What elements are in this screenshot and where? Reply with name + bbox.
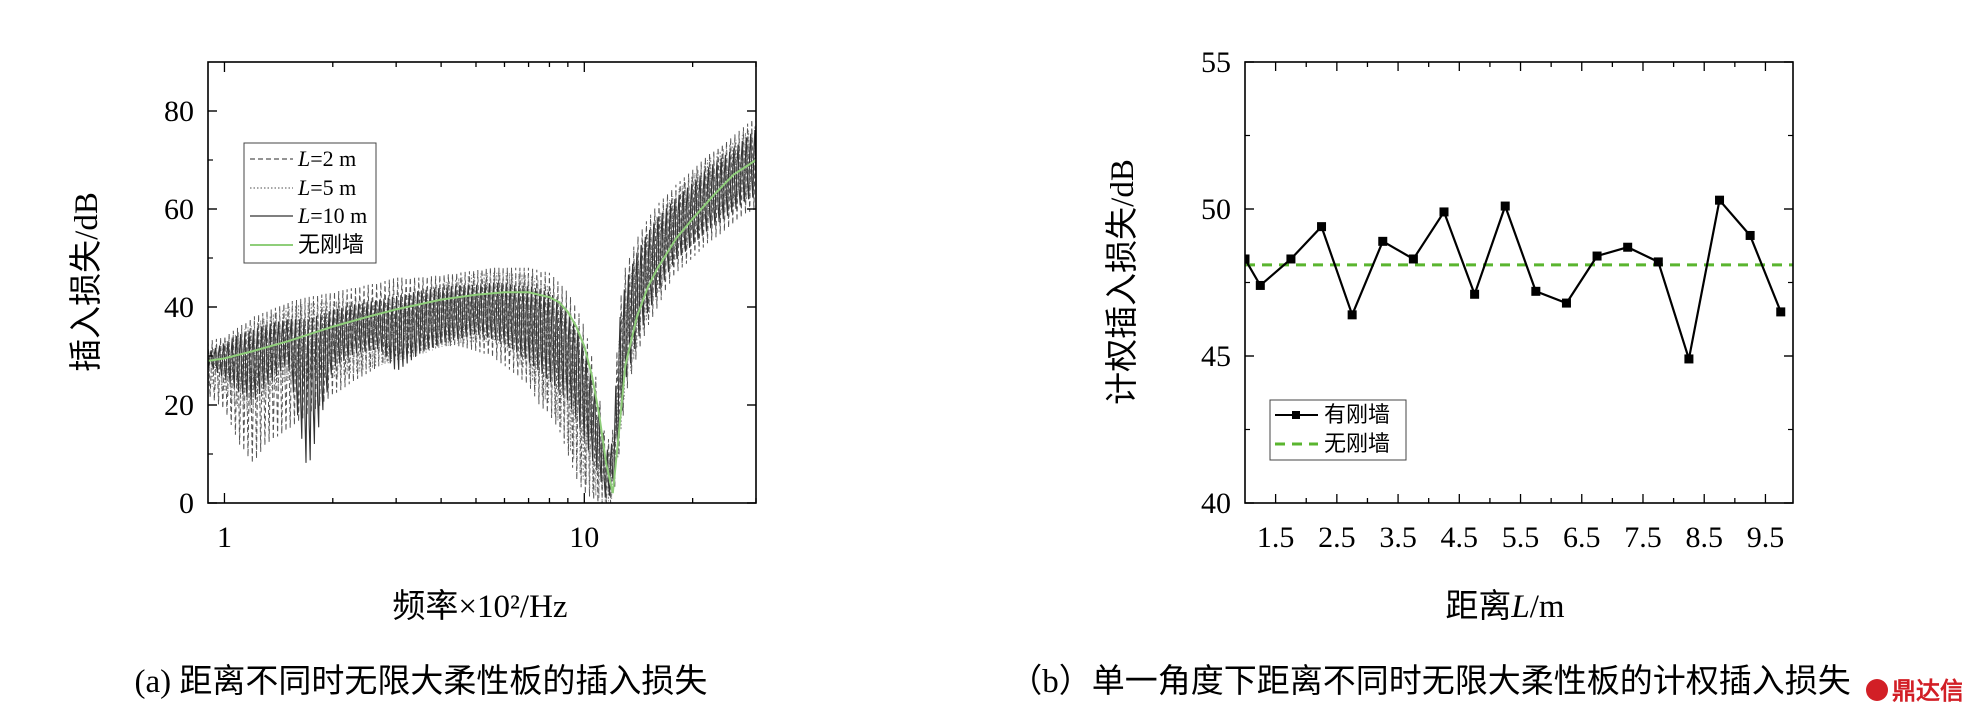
x-tick-label-b: 2.5 (1318, 521, 1356, 554)
x-tick-label-b: 5.5 (1502, 521, 1540, 554)
y-tick-label-b: 40 (1201, 487, 1231, 520)
watermark: 鼎达信 (1866, 677, 1962, 705)
data-point (1347, 310, 1357, 320)
data-point (1684, 354, 1694, 364)
data-point (1623, 242, 1633, 252)
legend-label-l10: L=10 m (297, 203, 367, 228)
data-point (1745, 230, 1755, 240)
y-tick-label-b: 45 (1201, 340, 1231, 373)
legend-label-no-wall-b: 无刚墙 (1324, 431, 1390, 456)
y-tick-label: 40 (164, 291, 194, 324)
legend-label-l2: L=2 m (297, 146, 356, 171)
x-tick-label-b: 8.5 (1685, 521, 1723, 554)
y-tick-label: 60 (164, 193, 194, 226)
y-tick-label-b: 50 (1201, 193, 1231, 226)
panel-b-caption: （b）单一角度下距离不同时无限大柔性板的计权插入损失 (1009, 663, 1851, 700)
legend-box (243, 142, 377, 264)
panel-b-legend: 有刚墙 无刚墙 (1269, 399, 1407, 461)
series-line-2 (208, 129, 756, 498)
x-tick-label-b: 3.5 (1379, 521, 1417, 554)
legend-label-no-wall: 无刚墙 (298, 232, 364, 257)
legend-label-with-wall: 有刚墙 (1324, 402, 1390, 427)
data-point (1561, 298, 1571, 308)
x-tick-label-b: 7.5 (1624, 521, 1662, 554)
panel-b-ylabel: 计权插入损失/dB (1104, 159, 1141, 405)
panel-a-ticks: 0 20 40 60 80 1 10 (164, 62, 757, 554)
x-tick-label: 10 (569, 521, 599, 554)
data-point (1317, 222, 1327, 232)
series-line-1 (208, 125, 756, 503)
legend-label-l5: L=5 m (297, 175, 356, 200)
data-point (1592, 251, 1602, 261)
y-tick-label: 80 (164, 95, 194, 128)
panel-a-frame (207, 61, 757, 504)
panel-a-legend: L=2 m L=5 m L=10 m 无刚墙 (243, 142, 377, 264)
panel-b-ticks: 40 45 50 55 1.5 2.5 3.5 4.5 5.5 6.5 7.5 8.5 9.5 (1201, 46, 1793, 554)
data-point (1776, 307, 1786, 317)
panel-a-caption: (a) 距离不同时无限大柔性板的插入损失 (135, 663, 708, 700)
panel-b-xlabel: 距离L/m (1445, 588, 1565, 625)
legend-marker-with-wall (1292, 411, 1300, 419)
panel-a-ylabel: 插入损失/dB (68, 192, 105, 372)
watermark-logo-icon (1866, 679, 1888, 701)
y-tick-label: 20 (164, 389, 194, 422)
y-tick-label-b: 55 (1201, 46, 1231, 79)
legend-box-b (1269, 399, 1407, 461)
panel-b-series (1245, 195, 1793, 364)
x-tick-label: 1 (217, 521, 232, 554)
data-point (1439, 207, 1449, 217)
x-tick-label-b: 4.5 (1441, 521, 1479, 554)
data-point (1255, 280, 1265, 290)
panel-b: 40 45 50 55 1.5 2.5 3.5 4.5 5.5 6.5 7.5 8.5 9.5 有刚墙 … (1009, 46, 1851, 700)
data-point (1245, 254, 1250, 264)
data-point (1378, 236, 1388, 246)
y-tick-label: 0 (179, 487, 194, 520)
data-point (1286, 254, 1296, 264)
x-tick-label-b: 6.5 (1563, 521, 1601, 554)
data-point (1500, 201, 1510, 211)
data-point (1653, 257, 1663, 267)
panel-a-series (208, 115, 756, 503)
x-tick-label-b: 1.5 (1257, 521, 1295, 554)
watermark-text: 鼎达信 (1892, 677, 1962, 705)
data-point (1470, 289, 1480, 299)
data-point (1408, 254, 1418, 264)
x-tick-label-b: 9.5 (1747, 521, 1785, 554)
panel-a: 0 20 40 60 80 1 10 L=2 m L=5 m L=10 m 无刚墙 插入损失… (68, 61, 757, 700)
series-line-no-wall (208, 159, 756, 494)
data-point (1715, 195, 1725, 205)
data-point (1531, 286, 1541, 296)
panel-a-xlabel: 频率×10²/Hz (392, 588, 567, 625)
